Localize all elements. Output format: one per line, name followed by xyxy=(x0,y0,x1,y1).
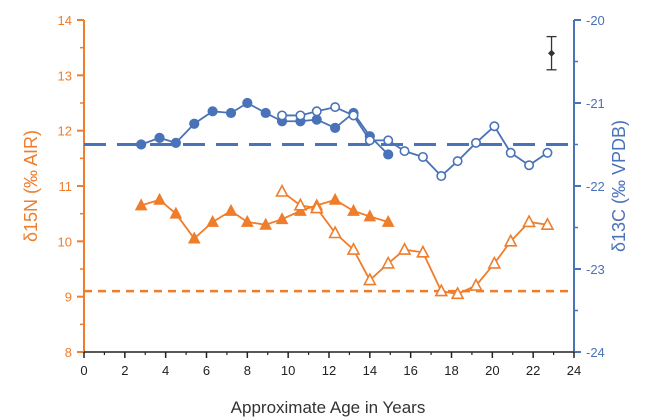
x-tick-label: 12 xyxy=(322,363,336,378)
data-point-open-triangle xyxy=(381,255,396,269)
data-point-open-triangle xyxy=(346,241,361,255)
data-point-open-triangle xyxy=(293,197,308,211)
data-point-open-triangle xyxy=(540,217,555,230)
data-point-filled-circle xyxy=(225,107,237,119)
series-line-open-circle xyxy=(282,106,548,178)
data-point-filled-triangle xyxy=(169,206,183,219)
y-right-tick-label: -21 xyxy=(586,96,605,111)
series-line-filled-triangle xyxy=(140,198,389,240)
data-point-open-circle xyxy=(383,135,394,146)
reference-lines xyxy=(84,143,574,293)
data-point-open-circle xyxy=(524,160,535,171)
data-point-open-circle xyxy=(505,147,516,158)
data-point-filled-triangle xyxy=(363,209,377,222)
data-point-filled-circle xyxy=(170,137,181,148)
data-point-open-circle xyxy=(417,151,428,162)
data-point-filled-circle xyxy=(136,139,147,150)
data-point-open-triangle xyxy=(450,286,465,300)
data-point-open-circle xyxy=(452,156,463,167)
error-bar-center xyxy=(548,49,556,57)
data-point-filled-circle xyxy=(383,149,394,160)
data-point-filled-circle xyxy=(260,107,271,119)
data-point-filled-triangle xyxy=(381,214,395,227)
data-point-filled-triangle xyxy=(134,198,148,211)
y-right-tick-label: -23 xyxy=(586,262,605,277)
data-point-filled-triangle xyxy=(275,212,289,225)
x-tick-label: 14 xyxy=(363,363,377,378)
x-tick-label: 18 xyxy=(444,363,458,378)
data-point-open-triangle xyxy=(522,214,536,228)
x-tick-label: 6 xyxy=(203,363,210,378)
data-point-open-circle xyxy=(277,110,288,121)
x-tick-label: 10 xyxy=(281,363,295,378)
x-tick-label: 16 xyxy=(403,363,417,378)
series-line-open-triangle xyxy=(281,190,548,295)
x-tick-label: 22 xyxy=(526,363,540,378)
data-point-filled-triangle xyxy=(206,214,219,227)
y-right-tick-label: -22 xyxy=(586,179,605,194)
data-point-open-triangle xyxy=(487,255,502,269)
series-group xyxy=(134,97,555,300)
data-point-filled-triangle xyxy=(224,203,238,216)
data-point-open-triangle xyxy=(397,241,412,255)
x-tick-label: 24 xyxy=(567,363,581,378)
data-point-open-circle xyxy=(364,135,375,146)
x-tick-label: 8 xyxy=(244,363,251,378)
data-point-open-triangle xyxy=(309,200,324,214)
data-point-filled-circle xyxy=(207,106,218,117)
y-left-tick-label: 11 xyxy=(59,179,73,194)
y-left-tick-label: 13 xyxy=(58,68,72,83)
y-axis-title-left: δ15N (‰ AIR) xyxy=(21,130,41,242)
data-point-filled-triangle xyxy=(241,214,254,227)
data-point-filled-triangle xyxy=(153,192,166,205)
data-point-open-circle xyxy=(470,137,481,148)
data-point-open-triangle xyxy=(469,277,483,291)
data-point-filled-circle xyxy=(154,132,165,143)
axes xyxy=(83,20,575,353)
data-point-open-circle xyxy=(311,106,322,117)
data-point-open-triangle xyxy=(503,233,518,247)
data-point-open-circle xyxy=(399,146,410,157)
y-left-tick-label: 8 xyxy=(65,345,72,360)
data-point-filled-triangle xyxy=(328,192,342,205)
y-left-tick-label: 14 xyxy=(58,13,72,28)
data-point-filled-circle xyxy=(242,97,253,109)
data-point-filled-circle xyxy=(330,122,341,134)
data-point-filled-circle xyxy=(311,114,322,125)
x-tick-label: 2 xyxy=(121,363,128,378)
data-point-open-triangle xyxy=(434,283,449,297)
data-point-filled-triangle xyxy=(187,231,201,244)
data-point-filled-triangle xyxy=(259,217,273,230)
y-left-tick-label: 10 xyxy=(58,234,72,249)
data-point-open-triangle xyxy=(416,244,430,258)
data-point-open-circle xyxy=(348,110,359,121)
x-axis-title: Approximate Age in Years xyxy=(231,398,426,417)
y-left-tick-label: 9 xyxy=(65,290,72,305)
data-point-open-triangle xyxy=(328,225,342,239)
measurement-error-bar xyxy=(546,35,557,71)
data-point-open-circle xyxy=(489,121,500,132)
data-point-open-circle xyxy=(295,110,306,121)
x-tick-label: 0 xyxy=(80,363,87,378)
y-right-tick-label: -20 xyxy=(586,13,605,28)
data-point-open-triangle xyxy=(363,272,377,286)
y-left-tick-label: 12 xyxy=(58,124,72,139)
data-point-filled-triangle xyxy=(347,203,360,216)
y-right-tick-label: -24 xyxy=(586,345,605,360)
data-point-filled-circle xyxy=(189,118,200,129)
x-tick-label: 4 xyxy=(162,363,169,378)
data-point-open-circle xyxy=(542,147,553,158)
y-axis-title-right: δ13C (‰ VPDB) xyxy=(609,120,629,252)
x-tick-label: 20 xyxy=(485,363,499,378)
data-point-open-triangle xyxy=(275,183,289,197)
data-point-open-circle xyxy=(436,171,447,182)
data-point-open-circle xyxy=(330,102,341,113)
